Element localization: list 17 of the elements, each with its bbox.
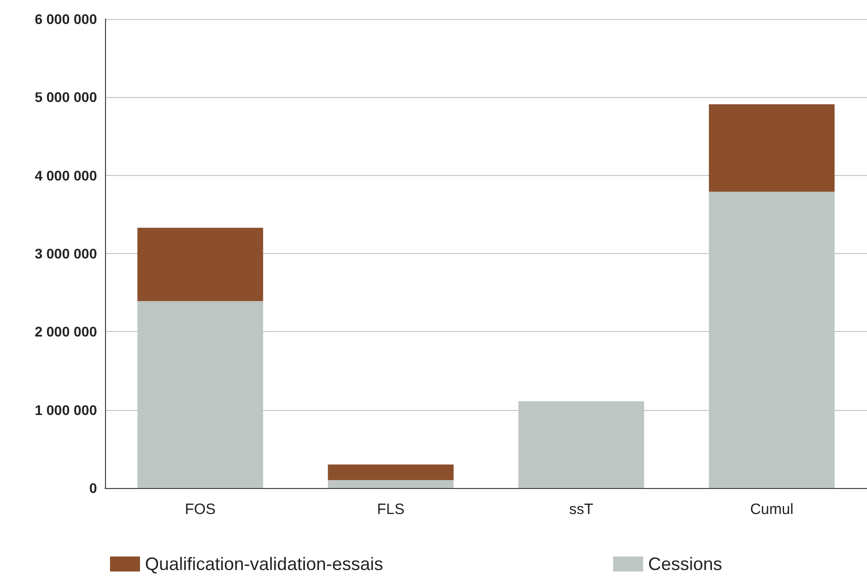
y-tick-label: 0 bbox=[89, 480, 98, 496]
x-tick-label: FLS bbox=[376, 501, 405, 518]
y-tick-label: 4 000 000 bbox=[34, 167, 98, 184]
legend-label: Qualification-validation-essais bbox=[145, 554, 384, 574]
y-tick-label: 5 000 000 bbox=[34, 89, 98, 106]
legend-label: Cessions bbox=[648, 554, 722, 574]
bar bbox=[137, 228, 264, 302]
bar bbox=[328, 464, 454, 480]
y-tick-label: 1 000 000 bbox=[34, 402, 98, 418]
bar bbox=[708, 104, 835, 192]
x-tick-label: FOS bbox=[184, 501, 216, 518]
y-tick-label: 6 000 000 bbox=[34, 11, 98, 27]
bar bbox=[328, 480, 454, 488]
y-tick-label: 3 000 000 bbox=[34, 246, 98, 262]
x-tick-label: ssT bbox=[569, 501, 594, 518]
x-tick-label: Cumul bbox=[750, 501, 794, 518]
y-tick-label: 2 000 000 bbox=[34, 324, 98, 340]
